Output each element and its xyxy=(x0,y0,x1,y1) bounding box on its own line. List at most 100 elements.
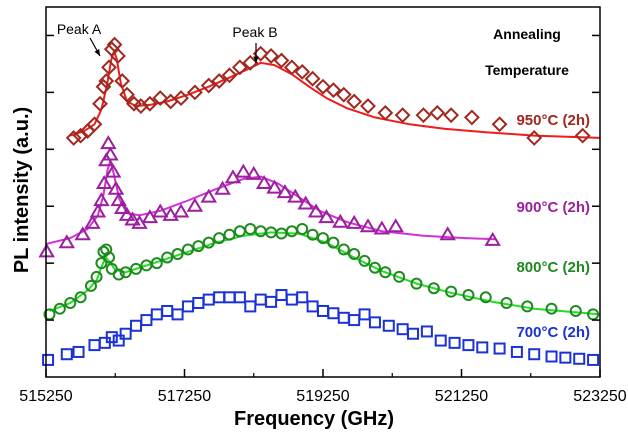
square-marker xyxy=(348,314,361,327)
circle-marker xyxy=(521,300,534,313)
circle-marker xyxy=(545,302,558,315)
square-marker xyxy=(161,304,174,317)
triangle-marker xyxy=(95,174,113,190)
x-tick-label: 521250 xyxy=(435,388,488,405)
circle-marker xyxy=(150,257,163,270)
circle-marker xyxy=(296,223,309,235)
diamond-marker xyxy=(377,104,394,121)
square-marker xyxy=(233,291,246,304)
diamond-marker xyxy=(335,86,352,103)
square-marker xyxy=(396,323,409,336)
square-marker xyxy=(119,327,132,340)
square-marker xyxy=(223,291,236,304)
circle-marker xyxy=(306,228,319,241)
triangle-marker xyxy=(255,174,273,190)
x-tick-label: 517250 xyxy=(158,388,211,405)
circle-marker xyxy=(90,270,103,283)
circle-marker xyxy=(285,225,298,238)
diamond-marker xyxy=(72,127,89,144)
square-marker xyxy=(130,319,143,332)
square-marker xyxy=(112,334,125,347)
triangle-marker xyxy=(373,220,391,235)
triangle-marker xyxy=(84,214,101,229)
diamond-marker xyxy=(92,95,108,112)
circle-marker xyxy=(74,291,87,304)
square-marker xyxy=(213,291,226,304)
x-tick-label: 515250 xyxy=(19,388,72,405)
square-marker xyxy=(275,289,288,302)
circle-marker xyxy=(479,291,492,304)
square-marker xyxy=(296,291,309,304)
circle-marker xyxy=(358,254,371,267)
circle-marker xyxy=(95,257,108,270)
circle-marker xyxy=(379,266,392,279)
square-marker xyxy=(105,331,118,344)
circle-marker xyxy=(445,285,458,298)
square-marker xyxy=(368,316,381,329)
triangle-marker xyxy=(58,234,76,249)
circle-marker xyxy=(119,266,132,279)
diamond-marker xyxy=(98,73,115,89)
diamond-marker xyxy=(443,107,460,124)
square-marker xyxy=(202,293,215,306)
legend-title-line-2: Temperature xyxy=(485,62,569,78)
diamond-marker xyxy=(315,78,331,95)
square-marker xyxy=(528,348,541,361)
triangle-marker xyxy=(332,213,349,228)
circle-marker xyxy=(500,297,513,309)
square-marker xyxy=(559,351,572,364)
triangle-marker xyxy=(235,163,252,178)
diamond-marker xyxy=(114,73,131,89)
x-axis-ticks: 515250 517250 519250 521250 523250 xyxy=(19,369,627,405)
circle-marker xyxy=(100,243,113,256)
triangle-marker xyxy=(89,203,107,218)
circle-marker xyxy=(327,236,340,249)
diamond-marker xyxy=(106,36,123,53)
diamond-marker xyxy=(242,54,259,71)
square-marker xyxy=(192,297,205,309)
square-marker xyxy=(448,336,461,349)
diamond-marker xyxy=(263,48,279,64)
square-marker xyxy=(140,314,153,327)
triangle-marker xyxy=(214,180,231,195)
series-label: 900°C (2h) xyxy=(516,199,590,216)
diamond-marker xyxy=(283,59,300,76)
square-marker xyxy=(493,342,506,355)
series-labels: 950°C (2h) 900°C (2h) 800°C (2h) 700°C (2h) xyxy=(516,112,590,341)
circle-marker xyxy=(112,268,125,281)
triangle-marker xyxy=(266,179,283,194)
square-marker xyxy=(265,295,278,308)
diamond-marker xyxy=(152,90,169,106)
circle-marker xyxy=(130,262,143,275)
diamond-marker xyxy=(186,84,203,101)
diamond-marker xyxy=(491,116,508,133)
circle-marker xyxy=(181,243,194,256)
triangle-marker xyxy=(100,135,117,150)
triangle-marker xyxy=(200,188,217,203)
diamond-marker xyxy=(200,77,217,94)
circle-marker xyxy=(368,261,381,274)
triangle-marker xyxy=(104,163,122,178)
circle-marker xyxy=(254,225,267,238)
triangle-marker xyxy=(245,165,262,180)
triangle-marker xyxy=(186,197,204,212)
triangle-marker xyxy=(484,231,501,246)
peak-label: Peak B xyxy=(232,24,277,40)
x-tick-label: 519250 xyxy=(296,388,349,405)
diamond-marker xyxy=(346,93,363,110)
circle-marker xyxy=(427,282,440,295)
circle-marker xyxy=(213,232,226,245)
triangle-marker xyxy=(359,218,377,233)
square-marker xyxy=(254,293,267,306)
diamond-marker xyxy=(101,59,117,76)
diamond-marker xyxy=(294,63,311,80)
triangle-marker xyxy=(124,211,141,226)
square-marker xyxy=(88,339,101,352)
triangle-marker xyxy=(387,218,404,233)
diamond-marker xyxy=(273,52,290,69)
square-marker xyxy=(244,300,257,313)
square-marker xyxy=(317,304,329,317)
arrow-head xyxy=(94,49,100,56)
circle-marker xyxy=(64,297,77,309)
circle-marker xyxy=(244,223,257,235)
